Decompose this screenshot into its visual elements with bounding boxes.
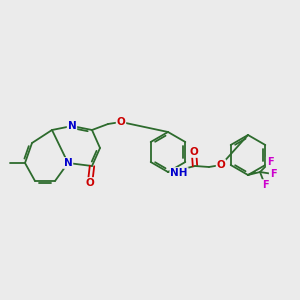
Text: O: O: [217, 160, 225, 170]
Text: N: N: [64, 158, 72, 168]
Text: F: F: [270, 169, 276, 179]
Text: O: O: [190, 147, 198, 157]
Text: F: F: [267, 157, 273, 167]
Text: O: O: [117, 117, 125, 127]
Text: NH: NH: [170, 168, 188, 178]
Text: N: N: [68, 121, 76, 131]
Text: F: F: [262, 180, 268, 190]
Text: O: O: [85, 178, 94, 188]
